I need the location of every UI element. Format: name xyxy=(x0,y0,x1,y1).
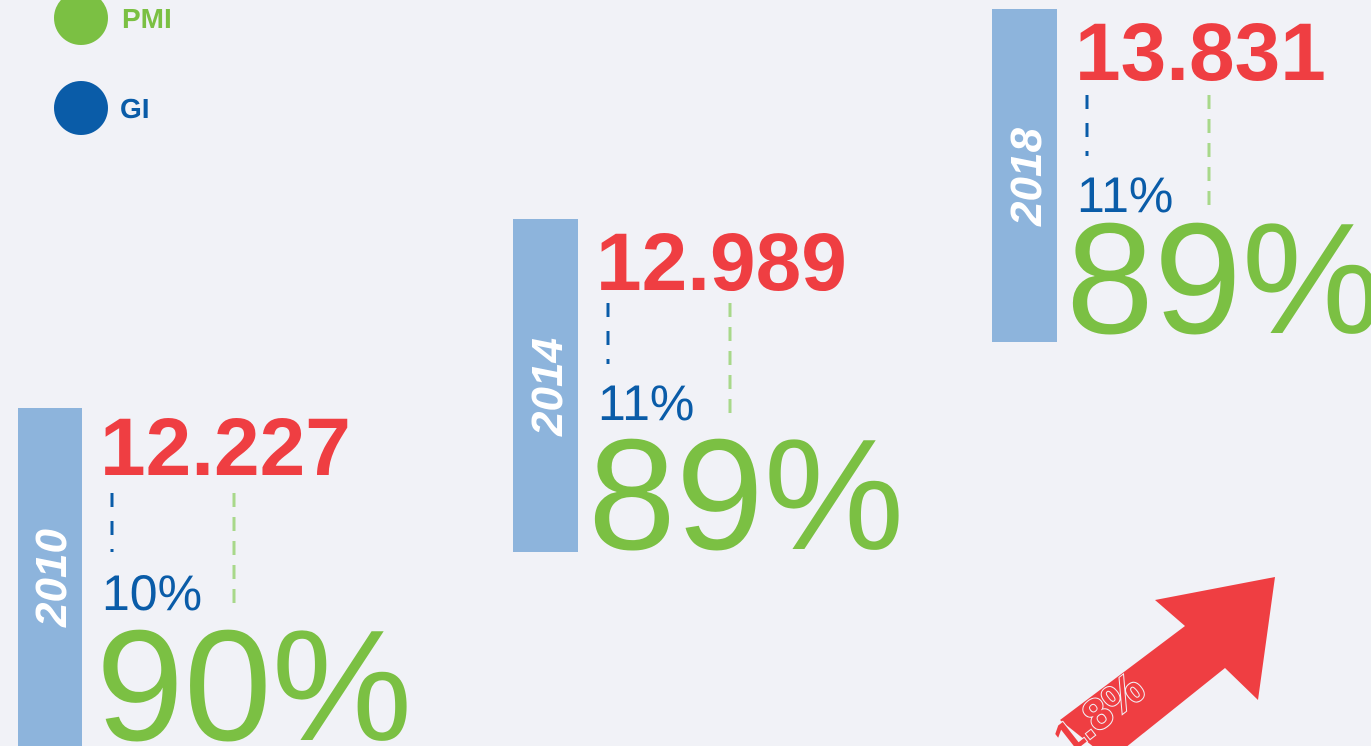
year-bar xyxy=(992,9,1057,342)
total-value: 13.831 xyxy=(1075,7,1326,98)
pmi-share: 89% xyxy=(1066,191,1371,367)
total-value: 12.989 xyxy=(596,217,847,308)
growth-arrow xyxy=(1060,577,1275,746)
year-label: 2018 xyxy=(1002,128,1051,227)
total-value: 12.227 xyxy=(100,402,351,493)
gi-share: 11% xyxy=(1077,167,1173,223)
gi-share: 11% xyxy=(598,375,694,431)
year-bar xyxy=(513,219,578,552)
pmi-share: 89% xyxy=(588,407,904,583)
pmi-share: 90% xyxy=(96,598,412,746)
year-label: 2010 xyxy=(27,529,76,628)
year-label: 2014 xyxy=(523,338,572,437)
legend-swatch xyxy=(54,0,108,45)
legend-swatch xyxy=(54,81,108,135)
legend-label: GI xyxy=(120,93,150,124)
year-bar xyxy=(18,408,82,746)
gi-share: 10% xyxy=(102,565,202,621)
legend-label: PMI xyxy=(122,3,172,34)
